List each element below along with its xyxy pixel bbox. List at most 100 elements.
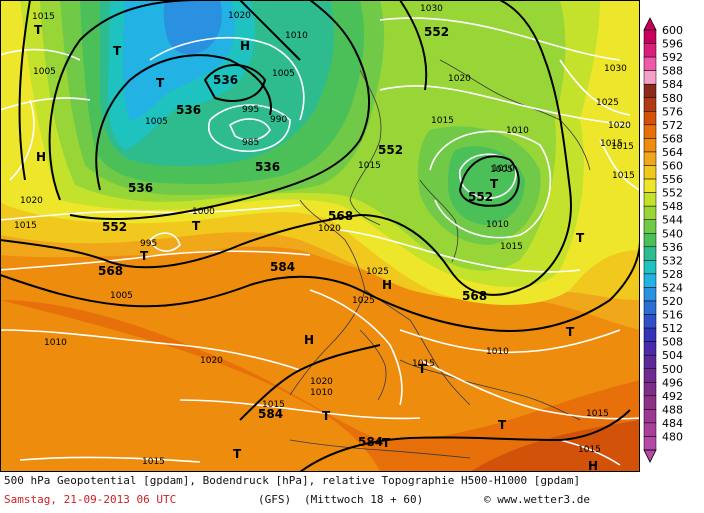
pressure-center: T	[418, 362, 427, 376]
pressure-center: H	[304, 333, 314, 347]
legend-swatch	[643, 165, 657, 180]
geopotential-label: 584	[358, 435, 383, 449]
color-scale-legend: 6005965925885845805765725685645605565525…	[640, 0, 704, 472]
caption-validity: (Mittwoch 18 + 60)	[304, 493, 424, 506]
pressure-labels: 1015 1020 1010 1005 1005 1030 1020 1030 …	[14, 4, 635, 467]
pressure-center: T	[156, 76, 165, 90]
legend-swatch	[643, 327, 657, 342]
legend-swatch	[643, 382, 657, 397]
pressure-label: 1025	[352, 296, 375, 306]
pressure-label: 1015	[612, 171, 635, 181]
map-caption: 500 hPa Geopotential [gpdam], Bodendruck…	[0, 472, 704, 513]
pressure-center: T	[576, 231, 585, 245]
pressure-label: 1015	[262, 400, 285, 410]
legend-swatch	[643, 314, 657, 329]
caption-copyright[interactable]: © www.wetter3.de	[484, 493, 590, 506]
legend-label: 540	[662, 227, 683, 240]
weather-map: 536 536 536 536 552 552 552 552 568 568 …	[0, 0, 640, 472]
legend-swatch	[643, 246, 657, 261]
caption-model: (GFS)	[258, 493, 292, 506]
legend-swatch	[643, 395, 657, 410]
legend-label: 528	[662, 268, 683, 281]
geopotential-label: 552	[102, 220, 127, 234]
legend-label: 536	[662, 241, 683, 254]
pressure-label: 1030	[420, 4, 443, 14]
pressure-label: 1010	[44, 338, 67, 348]
legend-swatch	[643, 354, 657, 370]
geopotential-label: 536	[128, 181, 153, 195]
legend-swatch	[643, 29, 657, 44]
legend-swatch	[643, 205, 657, 220]
pressure-label: 1000	[192, 207, 215, 217]
pressure-label: 990	[270, 115, 287, 125]
legend-label: 516	[662, 309, 683, 322]
pressure-center: H	[36, 150, 46, 164]
pressure-label: 1010	[486, 347, 509, 357]
legend-label: 532	[662, 254, 683, 267]
legend-label: 592	[662, 51, 683, 64]
pressure-center: H	[382, 278, 392, 292]
geopotential-label: 552	[378, 143, 403, 157]
legend-label: 572	[662, 119, 683, 132]
pressure-label: 1010	[506, 126, 529, 136]
pressure-label: 1015	[142, 457, 165, 467]
pressure-center: T	[140, 249, 149, 263]
pressure-label: 1005	[33, 67, 56, 77]
pressure-label: 1005	[490, 165, 513, 175]
legend-swatch	[643, 300, 657, 315]
legend-swatch	[643, 138, 657, 153]
geopotential-contours	[0, 0, 640, 472]
pressure-label: 1015	[578, 445, 601, 455]
legend-label: 564	[662, 146, 683, 159]
pressure-label: 1025	[596, 98, 619, 108]
pressure-center: T	[566, 325, 575, 339]
legend-label: 576	[662, 105, 683, 118]
legend-swatch	[643, 124, 657, 139]
pressure-center: T	[113, 44, 122, 58]
fill-darker-orange-se	[470, 420, 640, 472]
pressure-center: H	[240, 39, 250, 53]
legend-swatch	[643, 219, 657, 234]
legend-label: 552	[662, 187, 683, 200]
legend-label: 596	[662, 38, 683, 51]
pressure-label: 1015	[14, 221, 37, 231]
caption-date: Samstag, 21-09-2013 06 UTC	[4, 493, 177, 506]
legend-swatch	[643, 151, 657, 166]
legend-swatch	[643, 56, 657, 71]
caption-date-row: Samstag, 21-09-2013 06 UTC	[4, 493, 176, 506]
legend-label: 520	[662, 295, 683, 308]
geopotential-label: 552	[468, 190, 493, 204]
geopotential-label: 568	[98, 264, 123, 278]
legend-label: 504	[662, 349, 683, 362]
pressure-label: 1015	[358, 161, 381, 171]
legend-swatch	[643, 178, 657, 193]
pressure-label: 1020	[228, 11, 251, 21]
legend-label: 544	[662, 214, 683, 227]
legend-label: 524	[662, 281, 683, 294]
legend-swatch	[643, 233, 657, 248]
pressure-label: 1015	[32, 12, 55, 22]
pressure-center: T	[233, 447, 242, 461]
legend-swatch	[643, 341, 657, 356]
pressure-label: 1010	[310, 388, 333, 398]
pressure-center: T	[490, 177, 499, 191]
legend-label: 488	[662, 403, 683, 416]
pressure-label: 1010	[285, 31, 308, 41]
pressure-center: T	[192, 219, 201, 233]
legend-arrow-bottom	[643, 449, 657, 463]
legend-label: 556	[662, 173, 683, 186]
pressure-label: 1010	[492, 164, 515, 174]
pressure-label: 1015	[611, 142, 634, 152]
geopotential-label: 568	[328, 209, 353, 223]
pressure-label: 985	[242, 138, 259, 148]
pressure-center: T	[498, 418, 507, 432]
legend-swatch	[643, 43, 657, 58]
legend-arrow-top	[643, 17, 657, 31]
pressure-label: 1020	[20, 196, 43, 206]
legend-label: 492	[662, 390, 683, 403]
legend-label: 600	[662, 24, 683, 37]
legend-label: 508	[662, 336, 683, 349]
pressure-center: T	[322, 409, 331, 423]
pressure-label: 1020	[318, 224, 341, 234]
pressure-center: H	[588, 459, 598, 472]
